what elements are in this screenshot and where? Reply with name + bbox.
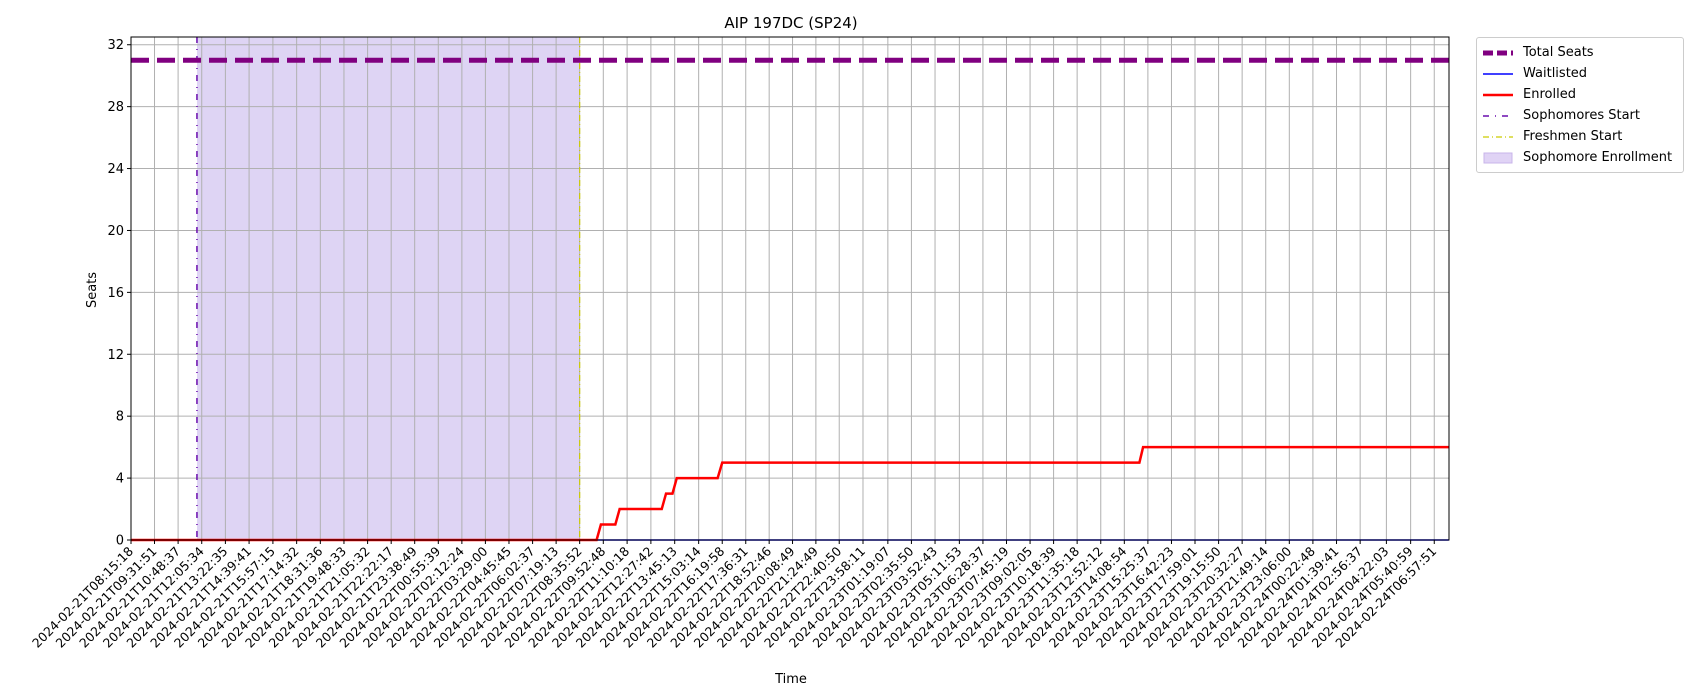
legend-label: Freshmen Start — [1523, 129, 1623, 144]
legend-label: Total Seats — [1523, 45, 1594, 60]
enrolled-line — [131, 445, 1449, 542]
y-tick-label: 20 — [107, 224, 124, 239]
y-tick-label: 8 — [116, 410, 124, 425]
legend: Total Seats Waitlisted Enrolled Sophomores … — [1476, 37, 1684, 173]
legend-swatch — [1483, 152, 1513, 164]
shaded-region-sophomore-enrollment — [196, 37, 580, 540]
legend-swatch — [1483, 131, 1513, 143]
legend-label: Enrolled — [1523, 87, 1576, 102]
y-tick-label: 32 — [107, 38, 124, 53]
legend-swatch — [1483, 89, 1513, 101]
y-tick-label: 24 — [107, 162, 124, 177]
legend-swatch — [1483, 47, 1513, 59]
y-tick-label: 16 — [107, 286, 124, 301]
legend-item: Waitlisted — [1483, 63, 1677, 84]
legend-label: Sophomore Enrollment — [1523, 150, 1673, 165]
y-tick-label: 12 — [107, 348, 124, 363]
plot-frame — [130, 36, 1450, 541]
legend-label: Sophomores Start — [1523, 108, 1640, 123]
y-tick-label: 0 — [116, 534, 124, 549]
legend-item: Sophomore Enrollment — [1483, 147, 1677, 168]
legend-swatch — [1483, 110, 1513, 122]
y-tick-label: 4 — [116, 472, 124, 487]
legend-item: Enrolled — [1483, 84, 1677, 105]
y-tick-label: 28 — [107, 100, 124, 115]
legend-item: Freshmen Start — [1483, 126, 1677, 147]
y-axis-label: Seats — [85, 272, 100, 308]
legend-item: Sophomores Start — [1483, 105, 1677, 126]
legend-label: Waitlisted — [1523, 66, 1588, 81]
chart-title: AIP 197DC (SP24) — [724, 14, 857, 32]
legend-swatch — [1483, 68, 1513, 80]
legend-item: Total Seats — [1483, 42, 1677, 63]
x-axis-label: Time — [774, 672, 807, 687]
